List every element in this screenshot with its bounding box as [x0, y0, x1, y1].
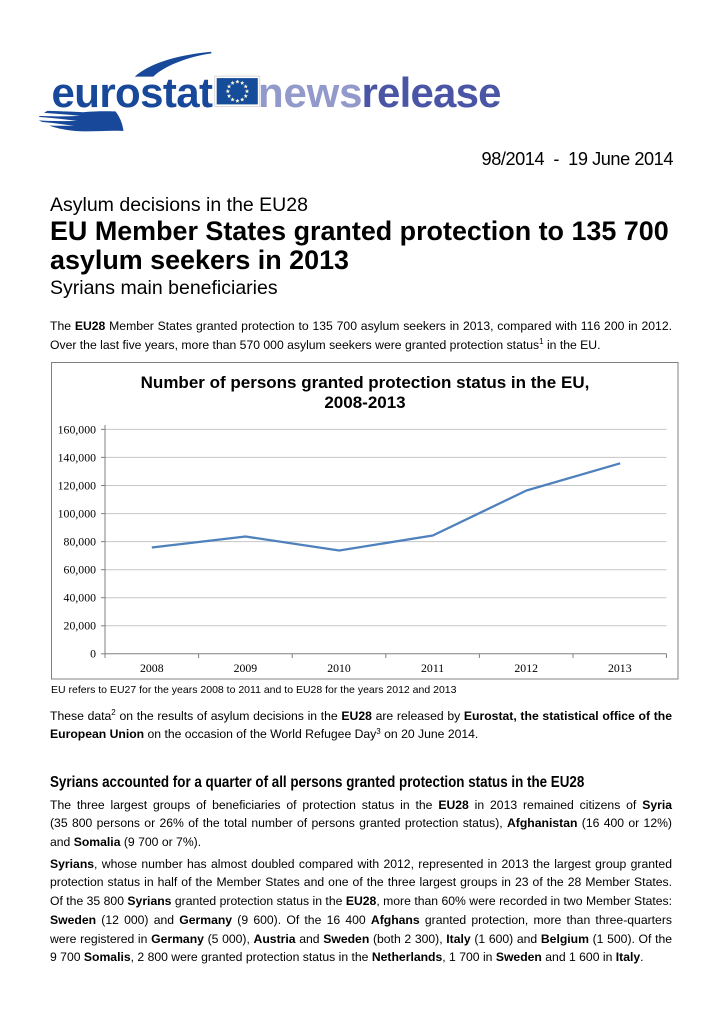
svg-text:140,000: 140,000 — [58, 450, 96, 464]
svg-text:2010: 2010 — [327, 661, 351, 675]
svg-text:eurostat: eurostat — [52, 69, 214, 116]
svg-text:20,000: 20,000 — [64, 619, 97, 633]
svg-text:100,000: 100,000 — [58, 507, 96, 521]
svg-text:160,000: 160,000 — [58, 422, 96, 436]
svg-text:2012: 2012 — [514, 661, 538, 675]
svg-text:2009: 2009 — [234, 661, 258, 675]
svg-text:2008-2013: 2008-2013 — [324, 393, 405, 412]
svg-text:120,000: 120,000 — [58, 478, 96, 492]
svg-text:60,000: 60,000 — [64, 563, 97, 577]
svg-text:40,000: 40,000 — [64, 591, 97, 605]
svg-text:2008: 2008 — [140, 661, 164, 675]
svg-text:2011: 2011 — [421, 661, 444, 675]
svg-text:Number of persons granted prot: Number of persons granted protection sta… — [141, 373, 590, 392]
svg-text:news: news — [258, 69, 362, 116]
svg-text:release: release — [362, 69, 501, 116]
svg-text:2013: 2013 — [608, 661, 632, 675]
svg-text:0: 0 — [90, 647, 96, 661]
svg-text:80,000: 80,000 — [64, 535, 97, 549]
